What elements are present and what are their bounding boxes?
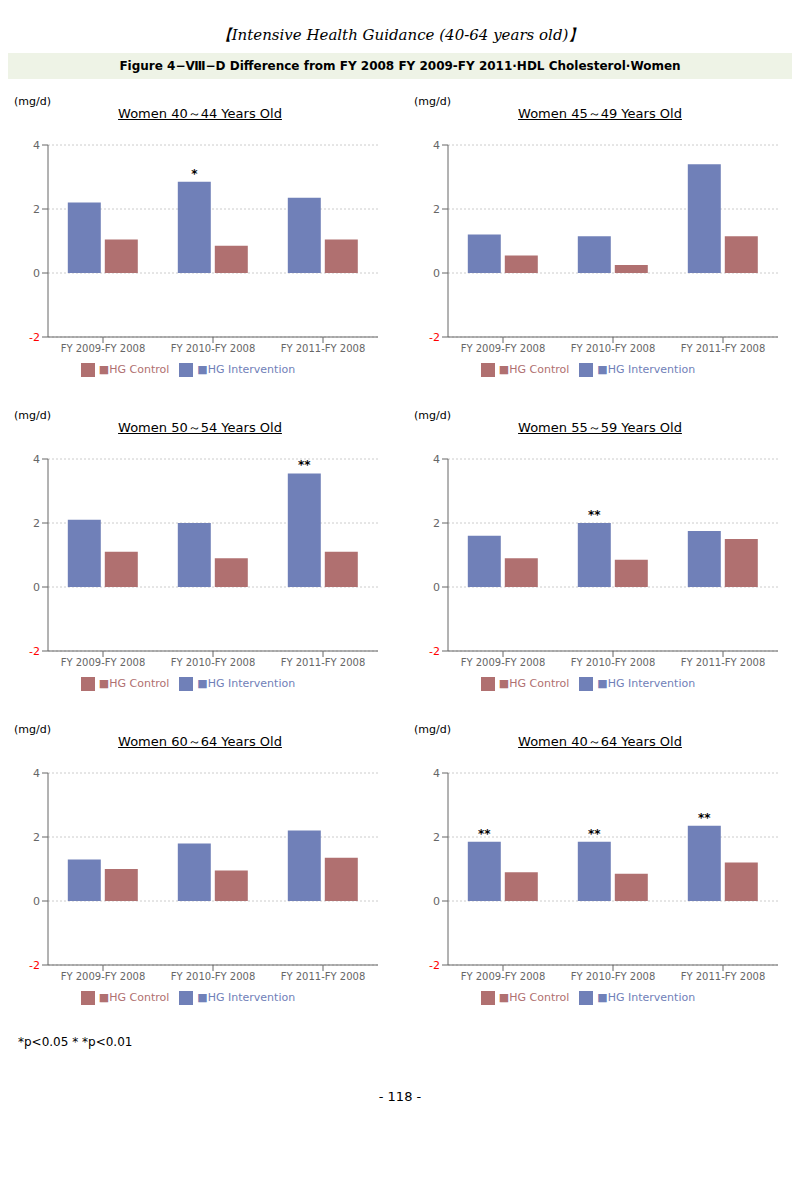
svg-text:2: 2 [433, 203, 440, 216]
svg-text:FY 2010-FY 2008: FY 2010-FY 2008 [171, 657, 256, 668]
svg-text:FY 2011-FY 2008: FY 2011-FY 2008 [281, 343, 366, 354]
html-text:■HG Intervention: ■HG Intervention [197, 991, 296, 1004]
html-text:■HG Control: ■HG Control [498, 677, 570, 690]
svg-text:0: 0 [433, 895, 440, 908]
svg-text:FY 2011-FY 2008: FY 2011-FY 2008 [681, 971, 766, 982]
html-text:(mg/d): (mg/d) [414, 95, 451, 108]
html-text:Women 45～49 Years Old: Women 45～49 Years Old [518, 106, 682, 121]
svg-text:4: 4 [33, 139, 40, 152]
html-text:Women 55～59 Years Old: Women 55～59 Years Old [518, 420, 682, 435]
html-text:(mg/d): (mg/d) [14, 723, 51, 736]
svg-text:FY 2009-FY 2008: FY 2009-FY 2008 [61, 343, 146, 354]
svg-text:-2: -2 [29, 959, 40, 972]
svg-text:0: 0 [33, 895, 40, 908]
html-text:Women 60～64 Years Old: Women 60～64 Years Old [118, 734, 282, 749]
svg-text:FY 2011-FY 2008: FY 2011-FY 2008 [281, 657, 366, 668]
svg-text:0: 0 [33, 267, 40, 280]
svg-text:-2: -2 [29, 645, 40, 658]
html-text:(mg/d): (mg/d) [414, 723, 451, 736]
html-text:■HG Intervention: ■HG Intervention [597, 363, 696, 376]
html-text:- 118 -: - 118 - [378, 1089, 422, 1104]
html-text:■HG Intervention: ■HG Intervention [197, 363, 296, 376]
svg-text:FY 2010-FY 2008: FY 2010-FY 2008 [571, 971, 656, 982]
svg-text:FY 2010-FY 2008: FY 2010-FY 2008 [571, 657, 656, 668]
svg-text:-2: -2 [429, 331, 440, 344]
svg-text:-2: -2 [429, 959, 440, 972]
html-text:(mg/d): (mg/d) [14, 409, 51, 422]
svg-text:2: 2 [33, 517, 40, 530]
svg-text:FY 2011-FY 2008: FY 2011-FY 2008 [681, 343, 766, 354]
svg-text:4: 4 [433, 453, 440, 466]
svg-text:**: ** [698, 811, 711, 825]
html-text:(mg/d): (mg/d) [414, 409, 451, 422]
svg-text:2: 2 [33, 831, 40, 844]
svg-text:FY 2009-FY 2008: FY 2009-FY 2008 [461, 971, 546, 982]
svg-text:4: 4 [433, 139, 440, 152]
svg-text:FY 2009-FY 2008: FY 2009-FY 2008 [61, 971, 146, 982]
svg-text:**: ** [588, 827, 601, 841]
svg-text:4: 4 [33, 453, 40, 466]
svg-text:0: 0 [33, 581, 40, 594]
svg-text:2: 2 [33, 203, 40, 216]
html-text:■HG Intervention: ■HG Intervention [597, 677, 696, 690]
svg-text:FY 2010-FY 2008: FY 2010-FY 2008 [171, 971, 256, 982]
html-text:*p<0.05 * *p<0.01: *p<0.05 * *p<0.01 [18, 1035, 133, 1049]
svg-text:FY 2011-FY 2008: FY 2011-FY 2008 [681, 657, 766, 668]
svg-text:-2: -2 [29, 331, 40, 344]
svg-text:4: 4 [33, 767, 40, 780]
html-text:Women 40～44 Years Old: Women 40～44 Years Old [118, 106, 282, 121]
html-text:Figure 4−Ⅷ−D Difference from F: Figure 4−Ⅷ−D Difference from FY 2008 FY … [119, 59, 681, 73]
svg-text:FY 2009-FY 2008: FY 2009-FY 2008 [61, 657, 146, 668]
svg-text:*: * [191, 167, 198, 181]
svg-text:FY 2011-FY 2008: FY 2011-FY 2008 [281, 971, 366, 982]
svg-text:**: ** [298, 458, 311, 472]
html-text:【Intensive Health Guidance (40: 【Intensive Health Guidance (40-64 years … [216, 26, 584, 44]
html-text:■HG Intervention: ■HG Intervention [597, 991, 696, 1004]
svg-text:0: 0 [433, 581, 440, 594]
svg-text:0: 0 [433, 267, 440, 280]
html-text:■HG Control: ■HG Control [498, 363, 570, 376]
svg-text:2: 2 [433, 831, 440, 844]
html-text:■HG Control: ■HG Control [98, 991, 170, 1004]
svg-text:FY 2010-FY 2008: FY 2010-FY 2008 [571, 343, 656, 354]
html-text:■HG Control: ■HG Control [498, 991, 570, 1004]
html-text:■HG Control: ■HG Control [98, 677, 170, 690]
html-text:(mg/d): (mg/d) [14, 95, 51, 108]
svg-text:2: 2 [433, 517, 440, 530]
html-text:Women 50～54 Years Old: Women 50～54 Years Old [118, 420, 282, 435]
svg-text:**: ** [588, 508, 601, 522]
svg-text:FY 2010-FY 2008: FY 2010-FY 2008 [171, 343, 256, 354]
svg-text:**: ** [478, 827, 491, 841]
html-text:Women 40～64 Years Old: Women 40～64 Years Old [518, 734, 682, 749]
html-text:■HG Control: ■HG Control [98, 363, 170, 376]
svg-text:FY 2009-FY 2008: FY 2009-FY 2008 [461, 657, 546, 668]
svg-text:4: 4 [433, 767, 440, 780]
svg-text:-2: -2 [429, 645, 440, 658]
svg-text:FY 2009-FY 2008: FY 2009-FY 2008 [461, 343, 546, 354]
html-text:■HG Intervention: ■HG Intervention [197, 677, 296, 690]
